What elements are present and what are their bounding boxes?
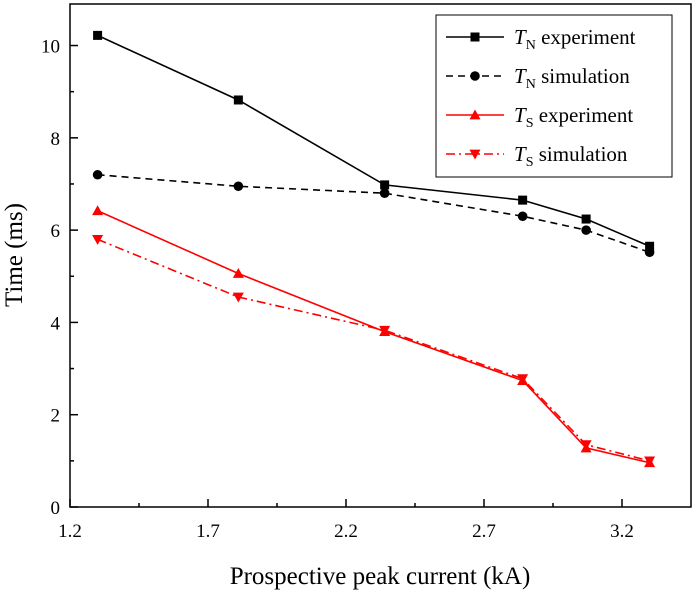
data-point [644,456,656,467]
legend-label-text: simulation [536,64,630,88]
series-line [97,210,650,464]
data-point [380,180,390,190]
x-tick-label: 1.7 [196,521,220,542]
data-point [517,374,529,385]
series-1 [92,169,655,258]
legend-label: TS simulation [514,142,628,170]
legend-label-subscript: N [526,77,536,92]
y-tick-label: 4 [51,313,61,334]
legend-label-text: experiment [536,25,636,49]
y-axis-title: Time (ms) [1,203,28,307]
legend-entry-3: TS simulation [446,142,628,170]
y-tick-label: 2 [51,406,61,427]
x-axis-title: Prospective peak current (kA) [230,563,531,590]
data-point [233,95,243,105]
legend-label-subscript: N [526,38,536,53]
data-point [580,440,592,451]
legend-label-symbol: T [514,25,527,49]
legend-entry-0: TN experiment [446,25,636,53]
legend-label-subscript: S [526,116,534,131]
data-point [644,247,655,258]
data-point [92,169,103,180]
legend-label-symbol: T [514,142,527,166]
axis-ticks: 1.2 1.7 2.2 2.7 3.2 0 2 4 6 8 10 [41,37,634,542]
y-tick-label: 6 [51,221,61,242]
series-3 [92,234,656,467]
series-line [97,238,650,462]
x-tick-label: 2.2 [334,521,358,542]
data-point [581,214,591,224]
series-0 [93,30,655,251]
data-point [92,205,104,216]
data-point [518,195,528,205]
legend-label: TN experiment [514,25,636,53]
data-point [645,241,655,251]
data-point [581,225,591,235]
x-tick-label: 1.2 [58,521,82,542]
legend-label: TS experiment [514,103,633,131]
x-tick-label: 3.2 [610,521,634,542]
data-point [517,211,528,222]
y-tick-label: 0 [51,498,61,519]
data-point [92,234,104,245]
data-point [233,181,244,192]
legend-marker [469,109,481,120]
legend-entry-1: TN simulation [446,64,630,92]
series-layer [92,30,656,468]
data-point [379,325,391,336]
legend-label-symbol: T [514,64,527,88]
legend-label-text: experiment [533,103,633,127]
legend-marker [469,149,481,160]
data-point [379,188,390,199]
legend-marker [470,32,480,42]
data-point [232,267,244,278]
legend-label-text: simulation [533,142,627,166]
plot-frame [69,3,692,508]
legend-entry-2: TS experiment [446,103,633,131]
x-tick-label: 2.7 [472,521,496,542]
legend-label: TN simulation [514,64,630,92]
y-tick-label: 10 [41,37,60,58]
y-tick-label: 8 [51,129,61,150]
legend-label-subscript: S [526,155,534,170]
legend-label-symbol: T [514,103,527,127]
data-point [232,292,244,303]
series-line [97,34,650,248]
legend-marker [470,71,480,81]
data-point [93,30,103,40]
